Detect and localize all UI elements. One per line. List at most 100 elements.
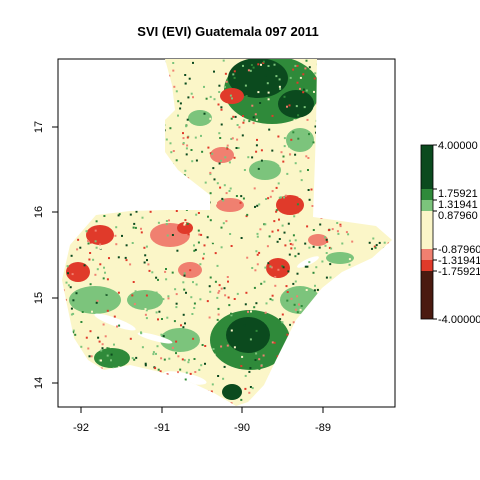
raster-speckle xyxy=(225,80,228,83)
raster-speckle xyxy=(352,212,355,215)
raster-speckle xyxy=(363,317,366,320)
raster-speckle xyxy=(244,303,247,306)
raster-speckle xyxy=(329,187,331,190)
raster-speckle xyxy=(198,368,201,371)
raster-speckle xyxy=(247,88,250,91)
raster-speckle xyxy=(267,197,270,200)
raster-speckle xyxy=(189,269,192,272)
raster-speckle xyxy=(188,358,190,361)
raster-speckle xyxy=(266,82,269,85)
raster-speckle xyxy=(335,98,338,101)
raster-speckle xyxy=(226,147,229,150)
raster-speckle xyxy=(294,277,296,280)
raster-speckle xyxy=(357,317,360,320)
raster-speckle xyxy=(83,166,86,169)
raster-speckle xyxy=(184,74,187,76)
raster-speckle xyxy=(291,370,294,373)
raster-speckle xyxy=(257,91,260,94)
raster-speckle xyxy=(70,313,73,316)
raster-speckle xyxy=(182,132,184,135)
raster-speckle xyxy=(188,77,191,80)
raster-speckle xyxy=(165,220,168,222)
raster-speckle xyxy=(291,243,294,246)
raster-speckle xyxy=(144,313,147,316)
raster-speckle xyxy=(200,233,203,236)
raster-speckle xyxy=(193,387,196,389)
raster-speckle xyxy=(336,362,339,364)
raster-speckle xyxy=(149,210,152,213)
raster-speckle xyxy=(146,395,148,398)
raster-speckle xyxy=(293,344,296,347)
raster-speckle xyxy=(206,397,209,400)
raster-speckle xyxy=(182,281,185,284)
raster-speckle xyxy=(117,108,120,111)
raster-speckle xyxy=(70,307,73,310)
raster-speckle xyxy=(113,315,116,318)
raster-speckle xyxy=(241,134,244,137)
raster-speckle xyxy=(80,345,83,348)
raster-speckle xyxy=(325,153,328,156)
raster-speckle xyxy=(183,223,186,226)
raster-speckle xyxy=(307,169,309,171)
raster-speckle xyxy=(334,166,337,169)
raster-speckle xyxy=(145,294,148,297)
raster-speckle xyxy=(162,335,165,338)
raster-speckle xyxy=(100,367,103,370)
raster-speckle xyxy=(321,260,324,263)
raster-speckle xyxy=(68,170,71,173)
raster-speckle xyxy=(389,284,392,287)
raster-speckle xyxy=(168,96,171,99)
raster-speckle xyxy=(353,375,356,378)
raster-speckle xyxy=(308,66,311,69)
raster-speckle xyxy=(176,198,179,201)
raster-speckle xyxy=(147,263,150,266)
raster-speckle xyxy=(105,395,108,398)
raster-speckle xyxy=(98,359,101,362)
raster-speckle xyxy=(227,95,230,98)
raster-speckle xyxy=(319,66,322,69)
raster-speckle xyxy=(220,106,223,109)
raster-speckle xyxy=(230,312,232,315)
raster-speckle xyxy=(296,81,299,84)
raster-speckle xyxy=(339,223,342,226)
raster-speckle xyxy=(362,335,365,338)
raster-speckle xyxy=(192,96,194,99)
raster-speckle xyxy=(72,331,75,334)
raster-speckle xyxy=(273,220,276,223)
raster-speckle xyxy=(378,180,381,183)
raster-speckle xyxy=(320,217,323,219)
raster-speckle xyxy=(356,105,359,108)
raster-speckle xyxy=(64,106,67,109)
legend-label: -0.87960 xyxy=(438,244,480,256)
raster-speckle xyxy=(354,187,357,190)
raster-speckle xyxy=(74,392,77,395)
raster-speckle xyxy=(102,277,105,280)
raster-patch-red-peten4 xyxy=(216,198,244,212)
raster-speckle xyxy=(380,375,383,378)
raster-speckle xyxy=(123,81,125,83)
raster-speckle xyxy=(259,102,262,104)
raster-speckle xyxy=(83,196,86,199)
raster-speckle xyxy=(220,287,223,290)
raster-speckle xyxy=(139,111,142,114)
raster-speckle xyxy=(217,313,220,316)
raster-speckle xyxy=(160,333,163,336)
raster-speckle xyxy=(332,169,335,171)
raster-speckle xyxy=(197,229,200,232)
raster-speckle xyxy=(331,385,334,388)
raster-speckle xyxy=(317,401,320,404)
raster-speckle xyxy=(283,145,286,148)
raster-speckle xyxy=(105,292,108,295)
raster-speckle xyxy=(180,206,182,209)
raster-speckle xyxy=(287,381,290,384)
raster-speckle xyxy=(385,125,388,128)
raster-speckle xyxy=(267,91,270,94)
raster-speckle xyxy=(148,111,151,114)
y-axis: 14 15 16 17 xyxy=(33,121,58,389)
raster-speckle xyxy=(260,149,263,152)
raster-speckle xyxy=(384,314,387,317)
raster-speckle xyxy=(361,119,364,122)
raster-speckle xyxy=(155,163,158,166)
raster-speckle xyxy=(335,214,338,217)
raster-speckle xyxy=(215,70,218,73)
